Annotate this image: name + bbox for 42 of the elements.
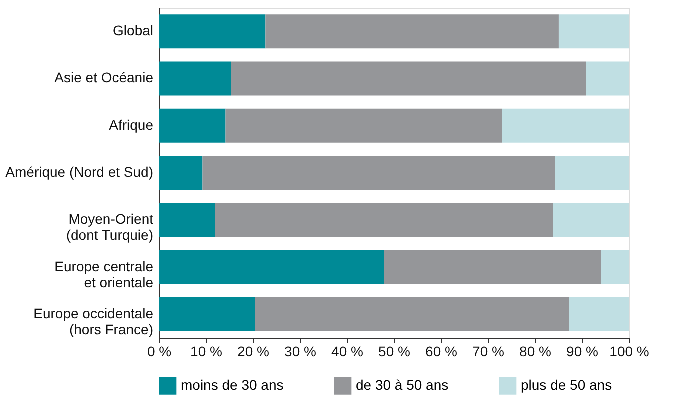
y-tick-label: Amérique (Nord et Sud): [6, 164, 154, 180]
x-tick-label: 50 %: [378, 344, 410, 360]
bar: [226, 108, 502, 143]
y-tick-label: Asie et Océanie: [54, 70, 154, 86]
bar: [255, 297, 570, 332]
bar: [266, 14, 559, 49]
x-tick-label: 0 %: [147, 344, 172, 360]
y-tick-label: Afrique: [109, 116, 154, 133]
bar: [159, 62, 232, 96]
x-tick-label: 90 %: [566, 344, 598, 360]
bar: [159, 297, 256, 332]
bar: [159, 250, 384, 284]
legend-label: plus de 50 ans: [521, 377, 612, 394]
bar: [159, 203, 216, 238]
x-tick-label: 20 %: [238, 344, 270, 360]
y-tick-label: Global: [113, 22, 154, 39]
bar: [202, 156, 556, 190]
x-tick-label: 70 %: [472, 344, 504, 360]
bar: [159, 156, 203, 190]
bar: [384, 250, 602, 284]
bar: [601, 250, 629, 284]
bar: [215, 203, 554, 238]
x-tick-label: 30 %: [284, 344, 316, 360]
x-tick-label: 40 %: [332, 344, 364, 360]
bar: [159, 108, 226, 143]
bar: [558, 14, 629, 49]
legend-label: de 30 à 50 ans: [356, 377, 449, 394]
y-tick-label: Europe centrale et orientale: [54, 258, 154, 290]
bar: [569, 297, 629, 332]
x-tick-label: 80 %: [520, 344, 552, 360]
bar: [553, 203, 629, 238]
x-tick-label: 100 %: [610, 344, 650, 360]
legend-label: moins de 30 ans: [181, 377, 284, 394]
bar: [159, 14, 266, 49]
x-tick-label: 60 %: [426, 344, 458, 360]
bar: [555, 156, 629, 190]
y-tick-label: Europe occidentale (hors France): [34, 305, 154, 338]
bar: [231, 62, 586, 96]
y-tick-label: Moyen-Orient (dont Turquie): [66, 211, 154, 244]
x-tick-label: 10 %: [190, 344, 222, 360]
bar: [586, 62, 629, 96]
bar: [502, 108, 629, 143]
